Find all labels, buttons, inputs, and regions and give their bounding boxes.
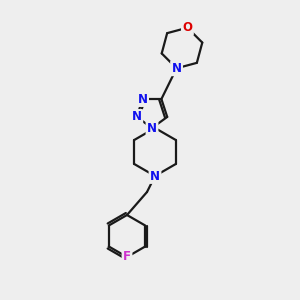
Text: N: N <box>147 122 157 134</box>
Text: N: N <box>138 93 148 106</box>
Text: F: F <box>123 250 131 263</box>
Text: O: O <box>182 21 192 34</box>
Text: N: N <box>150 169 160 182</box>
Text: N: N <box>132 110 142 123</box>
Text: N: N <box>172 62 182 75</box>
